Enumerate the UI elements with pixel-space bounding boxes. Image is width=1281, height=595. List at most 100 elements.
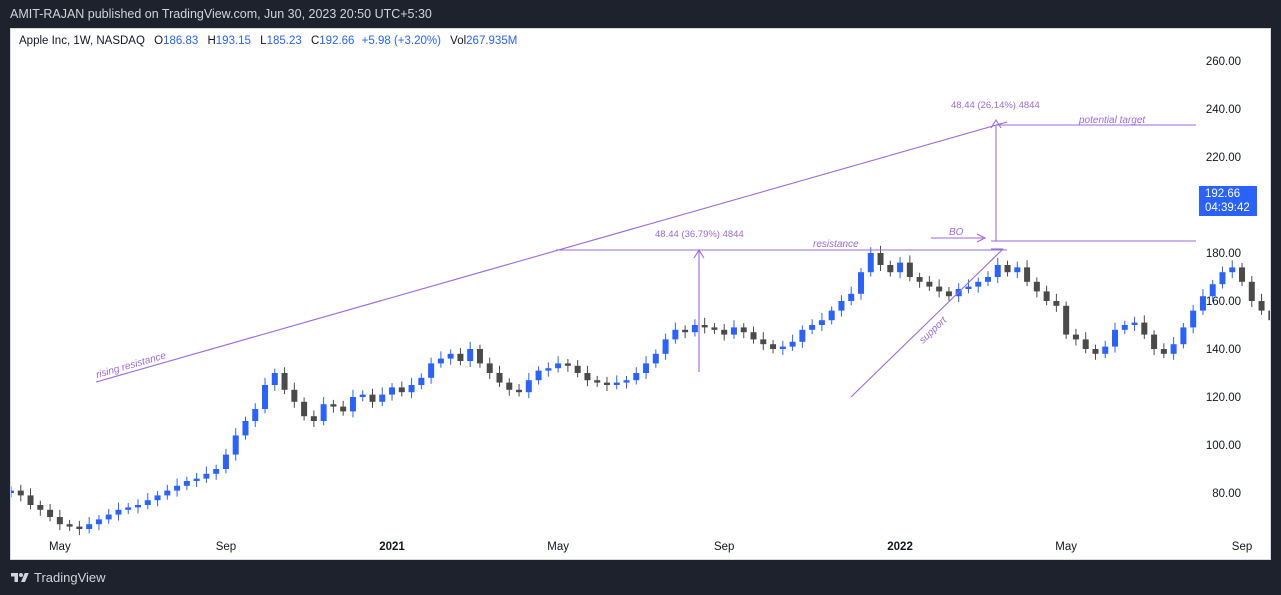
candle-body [574, 365, 581, 373]
candle-body [1092, 349, 1099, 354]
candle-body [1131, 322, 1138, 325]
symbol-label[interactable]: Apple Inc, 1W, NASDAQ [19, 35, 145, 47]
candle-body [86, 524, 93, 529]
annotations-layer: rising resistance 48.44 (36.79%) 4844 resi… [95, 100, 1147, 381]
candle-body [760, 339, 767, 345]
candle-body [652, 353, 659, 364]
candle-body [1209, 284, 1216, 297]
candle-body [457, 353, 464, 361]
candle-body [887, 265, 894, 273]
x-axis: MaySep2021MaySep2022MaySep2023MaySep2024 [49, 541, 1252, 553]
projection-arrow-head [990, 118, 1002, 129]
candle-body [965, 286, 972, 289]
candle-body [242, 421, 249, 436]
candle-body [799, 329, 806, 342]
footer-bar: TradingView [0, 560, 1281, 595]
candle-body [555, 363, 562, 369]
candle-body [672, 329, 679, 340]
measured-move-arrow-head [693, 248, 705, 259]
close-value: 192.66 [319, 35, 355, 47]
candle-body [320, 404, 327, 421]
tradingview-logo-icon[interactable] [10, 571, 30, 585]
candle-body [1248, 281, 1255, 301]
candle-body [838, 301, 845, 311]
candle-body [623, 380, 630, 383]
candle-body [428, 363, 435, 378]
resistance-label: resistance [813, 239, 859, 250]
candle-body [408, 385, 415, 393]
candle-body [877, 253, 884, 265]
candle-body [828, 310, 835, 321]
y-tick-label: 240.00 [1206, 104, 1241, 116]
x-tick-label: May [547, 541, 569, 553]
chart-canvas[interactable]: rising resistance 48.44 (36.79%) 4844 resi… [11, 29, 1270, 559]
candle-body [115, 509, 122, 515]
x-tick-label: Sep [1232, 541, 1252, 553]
candle-body [11, 490, 14, 493]
candle-body [1199, 296, 1206, 311]
candle-body [926, 281, 933, 287]
candle-body [1229, 267, 1236, 273]
candle-body [818, 320, 825, 325]
x-tick-label: 2021 [379, 541, 405, 553]
potential-target-label: potential target [1078, 115, 1146, 126]
candle-body [27, 495, 34, 505]
candle-body [437, 358, 444, 364]
candle-body [1112, 329, 1119, 347]
candle-body [857, 272, 864, 294]
candle-body [232, 435, 239, 455]
tradingview-brand[interactable]: TradingView [34, 570, 106, 585]
open-key: O [154, 35, 164, 47]
candle-body [1219, 272, 1226, 285]
candle-body [545, 368, 552, 371]
chart-panel[interactable]: rising resistance 48.44 (36.79%) 4844 resi… [10, 28, 1271, 560]
candle-body [271, 373, 278, 385]
candle-body [359, 394, 366, 397]
candle-body [1033, 281, 1040, 292]
candle-body [66, 524, 73, 527]
candle-body [1239, 267, 1246, 282]
candle-body [975, 281, 982, 287]
candle-body [535, 370, 542, 381]
candle-body [222, 454, 229, 469]
candle-body [945, 291, 952, 297]
candle-body [252, 409, 259, 421]
candle-body [95, 519, 102, 525]
change-value: +5.98 (+3.20%) [361, 35, 441, 47]
candle-body [711, 327, 718, 330]
candle-body [1180, 327, 1187, 345]
candle-body [1082, 339, 1089, 349]
candle-body [906, 262, 913, 277]
bo-arrow-head [976, 233, 987, 243]
candle-body [76, 526, 83, 529]
support-label: support [917, 314, 950, 346]
x-tick-label: May [49, 541, 71, 553]
publisher-header: AMIT-RAJAN published on TradingView.com,… [0, 0, 1281, 28]
candle-body [1121, 325, 1128, 330]
candle-body [985, 277, 991, 282]
candle-body [389, 387, 396, 395]
candle-body [916, 277, 923, 282]
y-tick-label: 160.00 [1206, 296, 1241, 308]
candle-body [154, 495, 161, 501]
y-tick-label: 140.00 [1206, 344, 1241, 356]
candle-body [525, 380, 532, 393]
candle-body [47, 509, 54, 517]
candle-body [789, 341, 796, 347]
candle-body [476, 349, 483, 364]
candle-body [936, 286, 943, 292]
x-tick-label: Sep [714, 541, 734, 553]
published-text: AMIT-RAJAN published on TradingView.com,… [10, 7, 432, 21]
candle-body [1151, 334, 1158, 349]
candle-body [564, 363, 571, 366]
candle-body [496, 373, 503, 383]
candle-body [1258, 301, 1265, 311]
candle-body [1190, 310, 1197, 328]
close-key: C [310, 35, 320, 47]
y-tick-label: 180.00 [1206, 248, 1241, 260]
candle-body [1160, 349, 1167, 354]
candle-body [701, 325, 708, 328]
vol-value: 267.935M [466, 35, 518, 47]
last-price-badge: 192.66 04:39:42 [1199, 186, 1257, 216]
high-value: 193.15 [215, 35, 251, 47]
